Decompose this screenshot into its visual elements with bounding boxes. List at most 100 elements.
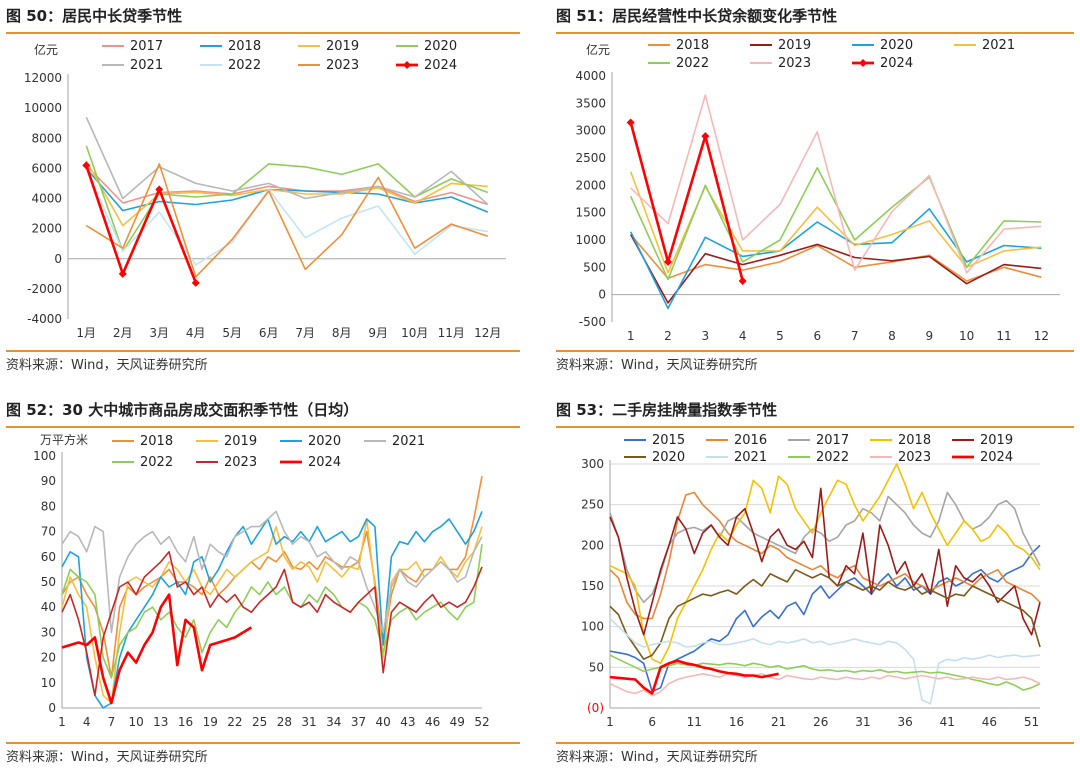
- x-tick-label: 21: [771, 715, 786, 729]
- legend-label-2020: 2020: [652, 450, 685, 465]
- x-tick-label: 31: [301, 715, 316, 729]
- series-line-2018: [630, 233, 1042, 282]
- x-tick-label: 36: [897, 715, 912, 729]
- y-tick-label: -4000: [27, 312, 62, 326]
- legend-label-2019: 2019: [326, 39, 359, 54]
- legend-label-2021: 2021: [130, 58, 163, 73]
- y-tick-label: 50: [41, 575, 56, 589]
- series-line-2019: [629, 234, 1042, 304]
- x-tick-label: 7月: [295, 326, 315, 340]
- y-tick-label: 8000: [31, 131, 62, 145]
- legend-label-2018: 2018: [676, 38, 709, 53]
- x-tick-label: 11: [996, 329, 1011, 343]
- x-tick-label: 3月: [149, 326, 169, 340]
- legend-label-2023: 2023: [326, 58, 359, 73]
- legend-label-2018: 2018: [228, 39, 261, 54]
- series-line-2018: [61, 476, 483, 679]
- title-divider: [556, 426, 1074, 428]
- series-line-2022: [85, 168, 488, 266]
- y-tick-label: -500: [579, 315, 606, 329]
- series-line-2020: [61, 511, 483, 709]
- legend-label-2015: 2015: [652, 433, 685, 448]
- legend-marker-2024: [403, 61, 411, 69]
- unit-label: 万平方米: [40, 432, 88, 447]
- x-tick-label: 10: [128, 715, 143, 729]
- y-tick-label: 10: [41, 676, 56, 690]
- chart-50: -4000 -2000 0 2000 4000 6000 8000 10000 12000 1月 2…: [24, 39, 506, 340]
- legend-label-2023: 2023: [224, 455, 257, 470]
- x-tick-label: 12月: [474, 326, 501, 340]
- y-tick-label: 40: [41, 600, 56, 614]
- legend-label-2018: 2018: [898, 433, 931, 448]
- series-line-2015: [609, 544, 1041, 693]
- y-tick-label: 500: [583, 260, 606, 274]
- series-line-2023: [61, 551, 483, 697]
- x-tick-label: 1: [627, 329, 635, 343]
- y-tick-label: 4000: [31, 192, 62, 206]
- y-tick-label: 90: [41, 474, 56, 488]
- legend-label-2022: 2022: [140, 455, 173, 470]
- chart-title-50: 图 50：居民中长贷季节性: [6, 7, 183, 25]
- unit-label: 亿元: [34, 42, 58, 57]
- y-tick-label: 50: [589, 660, 604, 674]
- x-tick-label: 43: [400, 715, 415, 729]
- y-tick-label: 2000: [575, 178, 606, 192]
- legend-label-2019: 2019: [224, 434, 257, 449]
- series-point-2024: [155, 185, 164, 194]
- x-tick-label: 10: [959, 329, 974, 343]
- x-tick-label: 31: [855, 715, 870, 729]
- y-tick-label: 0: [598, 288, 606, 302]
- series-line-2023: [630, 94, 1042, 274]
- x-tick-label: 34: [326, 715, 341, 729]
- series-point-2024: [738, 277, 747, 285]
- x-tick-label: 4: [83, 715, 91, 729]
- series-line-2022: [61, 544, 483, 679]
- y-tick-label: 200: [581, 538, 604, 552]
- legend-label-2019: 2019: [980, 433, 1013, 448]
- series-point-2024: [664, 257, 672, 266]
- series-line-2017: [85, 164, 489, 206]
- x-tick-label: 2月: [113, 326, 133, 340]
- x-tick-label: 28: [277, 715, 292, 729]
- legend-label-2021: 2021: [392, 434, 425, 449]
- y-tick-label: 20: [41, 651, 56, 665]
- legend-label-2024: 2024: [980, 450, 1013, 465]
- x-tick-label: 7: [851, 329, 859, 343]
- series-line-2023: [85, 163, 489, 278]
- source-divider: [6, 350, 520, 352]
- legend-label-2022: 2022: [816, 450, 849, 465]
- legend-label-2021: 2021: [734, 450, 767, 465]
- x-tick-label: 4: [739, 329, 747, 343]
- x-tick-label: 41: [940, 715, 955, 729]
- y-tick-label: 3500: [575, 96, 606, 110]
- chart-title-52: 图 52：30 大中城市商品房成交面积季节性（日均）: [6, 401, 359, 419]
- y-tick-label: 100: [581, 620, 604, 634]
- y-tick-label: 100: [33, 449, 56, 463]
- series-line-2020: [609, 568, 1041, 660]
- y-tick-label: 150: [581, 579, 604, 593]
- x-tick-label: 1: [58, 715, 66, 729]
- x-tick-label: 6: [814, 329, 822, 343]
- x-tick-label: 25: [252, 715, 267, 729]
- y-tick-label: 30: [41, 625, 56, 639]
- x-tick-label: 7: [108, 715, 116, 729]
- series-line-2019: [61, 518, 483, 704]
- y-tick-label: 2000: [31, 222, 62, 236]
- legend-label-2023: 2023: [778, 56, 811, 71]
- chart-panel-53: 图 53：二手房挂牌量指数季节性 (0) 50 100 150 200 250 300 1 6 1…: [556, 398, 1074, 770]
- legend-label-2024: 2024: [424, 58, 457, 73]
- chart-panel-52: 图 52：30 大中城市商品房成交面积季节性（日均） 0 10 20 30 40 50 60…: [6, 398, 520, 770]
- series-line-2021: [61, 510, 483, 634]
- y-tick-label: 2500: [575, 151, 606, 165]
- x-tick-label: 52: [474, 715, 489, 729]
- x-tick-label: 1月: [76, 326, 96, 340]
- y-tick-label: 80: [41, 499, 56, 513]
- chart-source-51: 资料来源：Wind，天风证券研究所: [556, 358, 758, 373]
- title-divider: [6, 32, 520, 34]
- legend-label-2018: 2018: [140, 434, 173, 449]
- legend-marker-2024: [859, 59, 867, 67]
- x-tick-label: 8月: [332, 326, 352, 340]
- source-divider: [556, 742, 1074, 744]
- source-divider: [556, 350, 1074, 352]
